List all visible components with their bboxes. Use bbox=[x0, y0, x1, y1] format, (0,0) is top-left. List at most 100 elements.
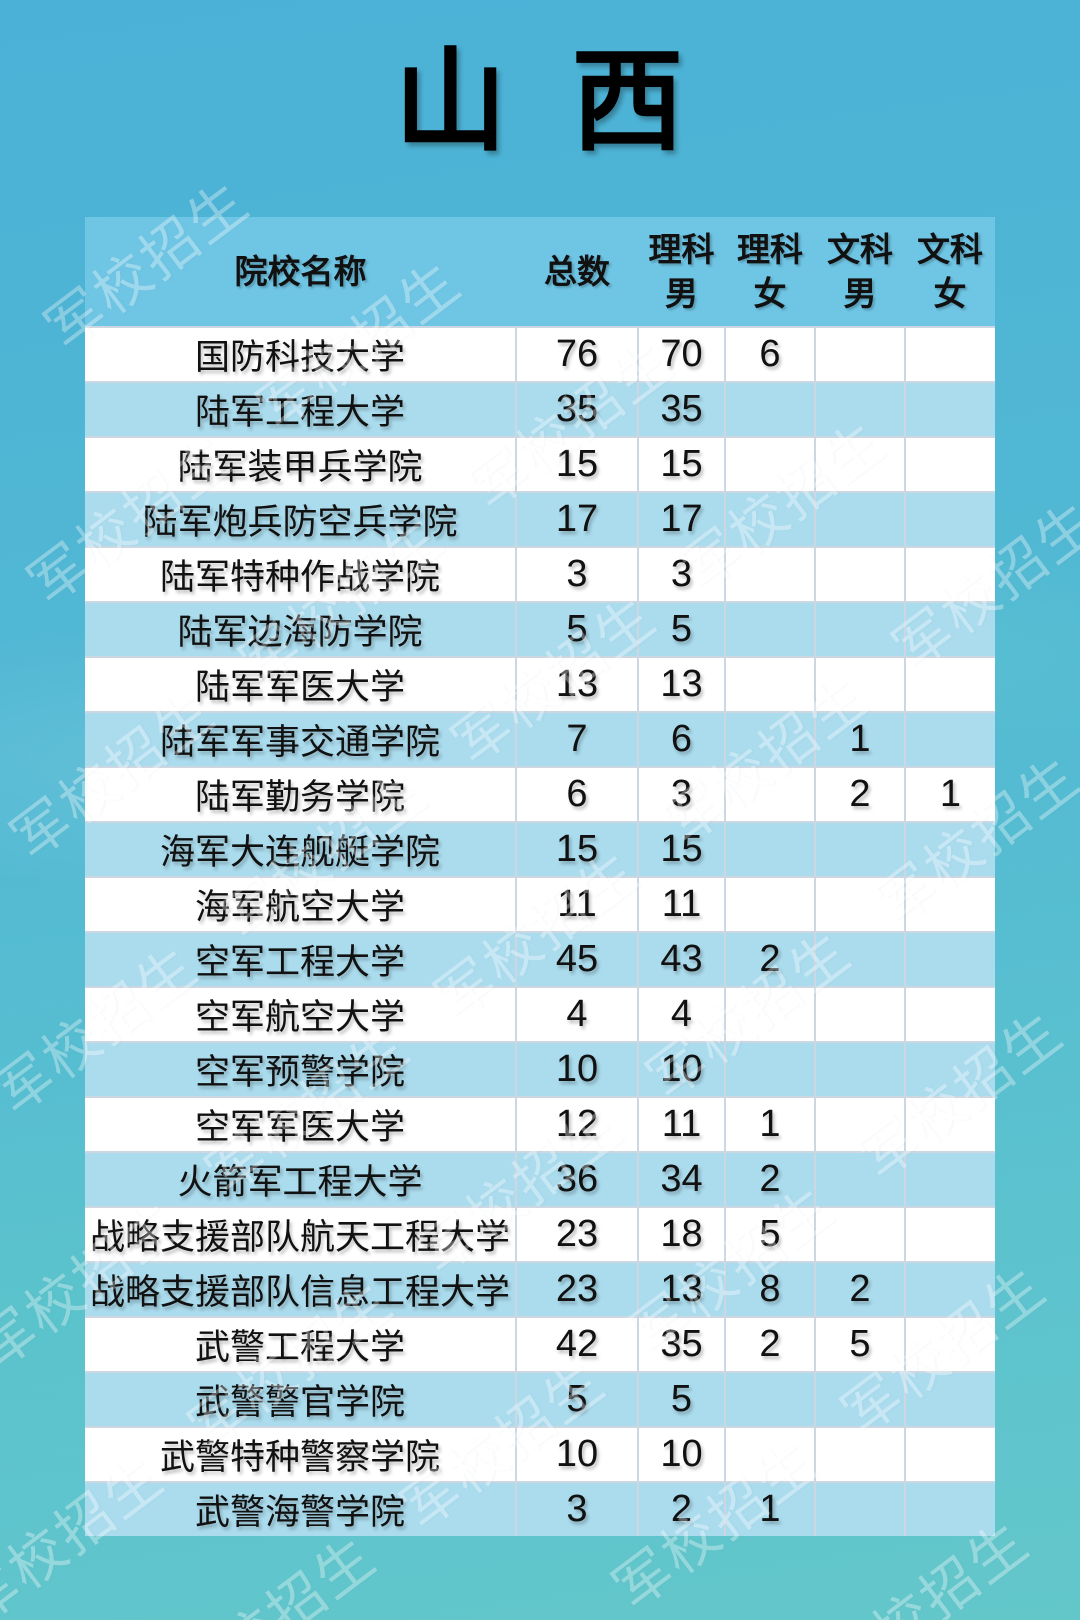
count-cell: 10 bbox=[515, 1041, 639, 1098]
table-row: 武警工程大学 42 35 2 5 bbox=[85, 1316, 995, 1373]
count-cell: 1 bbox=[814, 711, 906, 768]
count-cell: 6 bbox=[724, 326, 816, 383]
count-cell bbox=[814, 1041, 906, 1098]
count-cell: 45 bbox=[515, 931, 639, 988]
table-row: 陆军特种作战学院 3 3 bbox=[85, 546, 995, 603]
count-cell bbox=[724, 1371, 816, 1428]
count-cell bbox=[904, 1316, 995, 1373]
count-cell bbox=[814, 1206, 906, 1263]
count-cell bbox=[814, 821, 906, 878]
count-cell bbox=[814, 1096, 906, 1153]
count-cell: 36 bbox=[515, 1151, 639, 1208]
school-name-cell: 陆军工程大学 bbox=[85, 381, 517, 438]
school-name-cell: 空军航空大学 bbox=[85, 986, 517, 1043]
table-row: 空军工程大学 45 43 2 bbox=[85, 931, 995, 988]
school-name-cell: 空军预警学院 bbox=[85, 1041, 517, 1098]
table-row: 空军军医大学 12 11 1 bbox=[85, 1096, 995, 1153]
table-row: 陆军装甲兵学院 15 15 bbox=[85, 436, 995, 493]
count-cell: 5 bbox=[724, 1206, 816, 1263]
count-cell bbox=[904, 986, 995, 1043]
count-cell bbox=[724, 876, 816, 933]
column-header-science-female: 理科 女 bbox=[725, 217, 815, 327]
school-name-cell: 陆军勤务学院 bbox=[85, 766, 517, 823]
count-cell bbox=[814, 1481, 906, 1536]
count-cell bbox=[814, 876, 906, 933]
count-cell: 13 bbox=[637, 656, 726, 713]
school-name-cell: 战略支援部队航天工程大学 bbox=[85, 1206, 517, 1263]
count-cell: 70 bbox=[637, 326, 726, 383]
column-header-arts-male: 文科 男 bbox=[815, 217, 905, 327]
count-cell bbox=[904, 931, 995, 988]
table-row: 国防科技大学 76 70 6 bbox=[85, 326, 995, 383]
table-row: 武警警官学院 5 5 bbox=[85, 1371, 995, 1428]
count-cell bbox=[904, 1151, 995, 1208]
school-name-cell: 武警海警学院 bbox=[85, 1481, 517, 1536]
count-cell: 3 bbox=[515, 546, 639, 603]
count-cell bbox=[814, 986, 906, 1043]
count-cell: 2 bbox=[724, 1151, 816, 1208]
count-cell bbox=[724, 821, 816, 878]
column-header-science-male: 理科 男 bbox=[638, 217, 725, 327]
count-cell: 15 bbox=[637, 821, 726, 878]
count-cell bbox=[814, 1371, 906, 1428]
count-cell bbox=[724, 711, 816, 768]
count-cell: 17 bbox=[515, 491, 639, 548]
count-cell bbox=[724, 601, 816, 658]
count-cell: 23 bbox=[515, 1206, 639, 1263]
count-cell bbox=[724, 986, 816, 1043]
count-cell: 5 bbox=[515, 601, 639, 658]
table-row: 空军航空大学 4 4 bbox=[85, 986, 995, 1043]
count-cell: 2 bbox=[814, 766, 906, 823]
table-row: 战略支援部队信息工程大学 23 13 8 2 bbox=[85, 1261, 995, 1318]
count-cell: 35 bbox=[637, 381, 726, 438]
school-name-cell: 陆军装甲兵学院 bbox=[85, 436, 517, 493]
header-row: 院校名称 总数 理科 男 理科 女 文科 男 文科 女 bbox=[85, 217, 995, 327]
table-row: 陆军工程大学 35 35 bbox=[85, 381, 995, 438]
count-cell bbox=[904, 821, 995, 878]
count-cell: 10 bbox=[637, 1426, 726, 1483]
count-cell: 18 bbox=[637, 1206, 726, 1263]
count-cell: 4 bbox=[637, 986, 726, 1043]
table-row: 海军大连舰艇学院 15 15 bbox=[85, 821, 995, 878]
count-cell bbox=[904, 1206, 995, 1263]
school-name-cell: 陆军炮兵防空兵学院 bbox=[85, 491, 517, 548]
school-name-cell: 陆军边海防学院 bbox=[85, 601, 517, 658]
table-row: 陆军炮兵防空兵学院 17 17 bbox=[85, 491, 995, 548]
column-header-total: 总数 bbox=[516, 217, 638, 327]
table-row: 陆军军医大学 13 13 bbox=[85, 656, 995, 713]
table-row: 海军航空大学 11 11 bbox=[85, 876, 995, 933]
count-cell bbox=[814, 381, 906, 438]
count-cell bbox=[814, 326, 906, 383]
table-row: 陆军军事交通学院 7 6 1 bbox=[85, 711, 995, 768]
school-name-cell: 武警特种警察学院 bbox=[85, 1426, 517, 1483]
count-cell bbox=[904, 1371, 995, 1428]
count-cell bbox=[724, 766, 816, 823]
school-name-cell: 武警工程大学 bbox=[85, 1316, 517, 1373]
count-cell: 35 bbox=[637, 1316, 726, 1373]
count-cell bbox=[814, 491, 906, 548]
count-cell: 34 bbox=[637, 1151, 726, 1208]
count-cell: 10 bbox=[637, 1041, 726, 1098]
count-cell bbox=[904, 546, 995, 603]
count-cell bbox=[904, 326, 995, 383]
table-row: 空军预警学院 10 10 bbox=[85, 1041, 995, 1098]
count-cell: 2 bbox=[814, 1261, 906, 1318]
watermark-text: 军校招生 bbox=[365, 1594, 602, 1620]
count-cell: 13 bbox=[637, 1261, 726, 1318]
table-row: 陆军边海防学院 5 5 bbox=[85, 601, 995, 658]
count-cell bbox=[904, 491, 995, 548]
count-cell: 5 bbox=[814, 1316, 906, 1373]
count-cell bbox=[724, 1041, 816, 1098]
count-cell bbox=[904, 601, 995, 658]
count-cell: 23 bbox=[515, 1261, 639, 1318]
table-row: 武警特种警察学院 10 10 bbox=[85, 1426, 995, 1483]
count-cell: 11 bbox=[637, 1096, 726, 1153]
table-row: 战略支援部队航天工程大学 23 18 5 bbox=[85, 1206, 995, 1263]
school-name-cell: 火箭军工程大学 bbox=[85, 1151, 517, 1208]
school-name-cell: 海军航空大学 bbox=[85, 876, 517, 933]
count-cell: 2 bbox=[637, 1481, 726, 1536]
count-cell bbox=[814, 1151, 906, 1208]
count-cell bbox=[904, 1041, 995, 1098]
count-cell bbox=[724, 546, 816, 603]
count-cell: 3 bbox=[637, 766, 726, 823]
